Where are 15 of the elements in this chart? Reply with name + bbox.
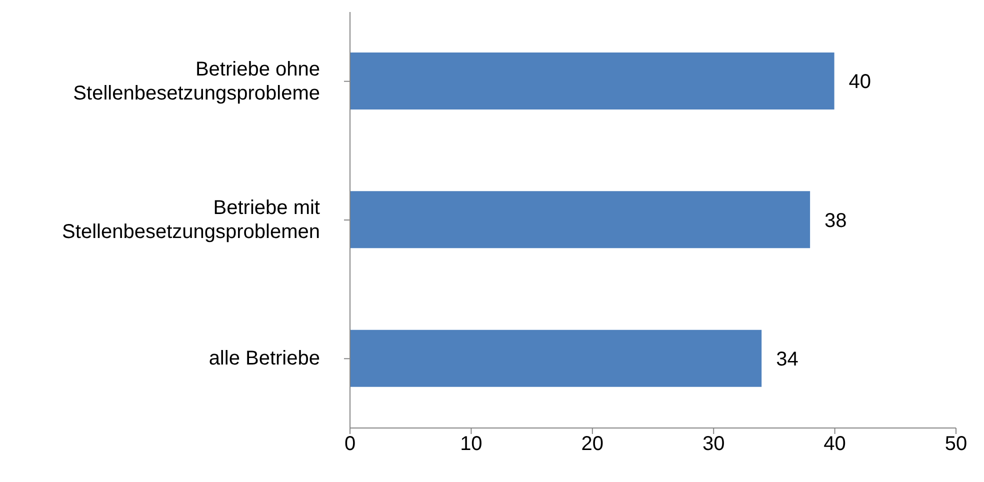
y-tick-label: Betriebe ohne Stellenbesetzungsprobleme — [73, 58, 320, 104]
x-tick-label: 10 — [460, 433, 482, 456]
x-tick-label: 40 — [824, 433, 846, 456]
x-tick-label: 0 — [344, 433, 356, 456]
x-tick-label: 20 — [581, 433, 604, 456]
data-label: 38 — [824, 210, 847, 232]
data-label: 40 — [848, 71, 872, 94]
y-tick-label: alle Betriebe — [208, 348, 320, 370]
x-tick-label: 30 — [702, 433, 725, 456]
x-tick-label: 50 — [944, 433, 968, 456]
bar — [350, 190, 812, 250]
data-label: 34 — [776, 348, 798, 370]
y-tick-label: Betriebe mit Stellenbesetzungsproblemen — [62, 197, 320, 243]
bar — [350, 328, 763, 388]
bar — [350, 52, 836, 110]
